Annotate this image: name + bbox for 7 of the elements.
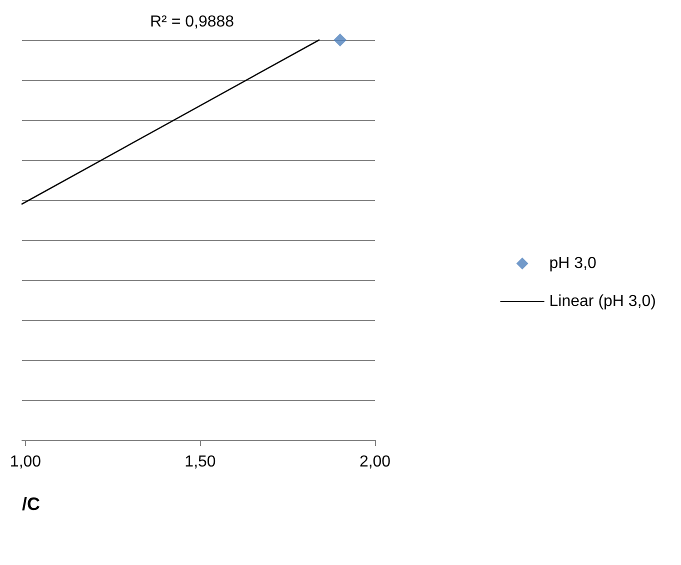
x-tick-label: 2,00 — [359, 454, 391, 470]
legend-label: Linear (pH 3,0) — [549, 293, 656, 310]
x-tick-label: 1,00 — [10, 454, 42, 470]
legend-label: pH 3,0 — [549, 255, 597, 272]
text: R² = 0,9888 — [150, 14, 234, 30]
x-tick-label: 1,50 — [184, 454, 216, 470]
x-axis-title: /C — [22, 494, 40, 514]
